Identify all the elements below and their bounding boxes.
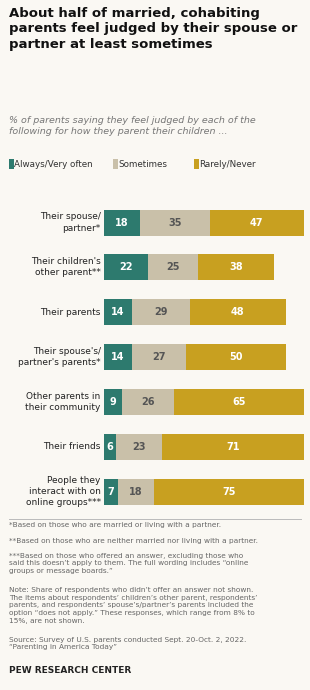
Text: 38: 38: [229, 262, 243, 273]
Text: 75: 75: [222, 486, 236, 497]
Text: 14: 14: [111, 352, 125, 362]
Bar: [122, 389, 174, 415]
Text: 48: 48: [231, 307, 245, 317]
Text: Rarely/Never: Rarely/Never: [199, 159, 255, 169]
Text: 65: 65: [232, 397, 246, 407]
Bar: [210, 210, 304, 235]
Text: ***Based on those who offered an answer, excluding those who
said this doesn’t a: ***Based on those who offered an answer,…: [9, 553, 249, 574]
Text: 27: 27: [152, 352, 166, 362]
Bar: [186, 344, 286, 370]
Text: 6: 6: [106, 442, 113, 452]
Bar: [116, 434, 162, 460]
Text: 7: 7: [108, 486, 114, 497]
Text: Always/Very often: Always/Very often: [14, 159, 93, 169]
Text: % of parents saying they feel judged by each of the
following for how they paren: % of parents saying they feel judged by …: [9, 116, 256, 136]
Text: 71: 71: [226, 442, 240, 452]
Text: 26: 26: [141, 397, 155, 407]
Text: Their children's
other parent**: Their children's other parent**: [31, 257, 101, 277]
Bar: [104, 389, 122, 415]
Text: 47: 47: [250, 217, 264, 228]
Text: Sometimes: Sometimes: [118, 159, 167, 169]
Text: People they
interact with on
online groups***: People they interact with on online grou…: [26, 476, 101, 507]
Bar: [104, 255, 148, 280]
Text: 22: 22: [119, 262, 133, 273]
Text: 25: 25: [166, 262, 179, 273]
Text: 50: 50: [229, 352, 242, 362]
Text: 35: 35: [168, 217, 182, 228]
Text: About half of married, cohabiting
parents feel judged by their spouse or
partner: About half of married, cohabiting parent…: [9, 7, 298, 51]
Bar: [190, 299, 286, 325]
Bar: [148, 255, 198, 280]
Text: *Based on those who are married or living with a partner.: *Based on those who are married or livin…: [9, 522, 221, 529]
Text: Other parents in
their community: Other parents in their community: [25, 392, 101, 412]
Bar: [154, 479, 304, 504]
Bar: [104, 344, 132, 370]
Text: 14: 14: [111, 307, 125, 317]
Bar: [174, 389, 304, 415]
Text: PEW RESEARCH CENTER: PEW RESEARCH CENTER: [9, 666, 131, 675]
Bar: [118, 479, 154, 504]
Text: Their spouse/
partner*: Their spouse/ partner*: [40, 213, 101, 233]
Bar: [104, 210, 140, 235]
Text: 29: 29: [154, 307, 168, 317]
Bar: [198, 255, 274, 280]
Text: Source: Survey of U.S. parents conducted Sept. 20-Oct. 2, 2022.
“Parenting in Am: Source: Survey of U.S. parents conducted…: [9, 637, 247, 651]
Text: Note: Share of respondents who didn’t offer an answer not shown.
The items about: Note: Share of respondents who didn’t of…: [9, 587, 258, 624]
Bar: [162, 434, 304, 460]
Bar: [104, 434, 116, 460]
Bar: [104, 479, 118, 504]
Text: **Based on those who are neither married nor living with a partner.: **Based on those who are neither married…: [9, 538, 258, 544]
Text: Their spouse's/
partner's parents*: Their spouse's/ partner's parents*: [18, 347, 101, 367]
Text: 23: 23: [132, 442, 146, 452]
Text: 18: 18: [115, 217, 129, 228]
Text: 9: 9: [109, 397, 116, 407]
Text: 18: 18: [129, 486, 143, 497]
Text: Their friends: Their friends: [43, 442, 101, 451]
Bar: [132, 344, 186, 370]
Bar: [104, 299, 132, 325]
Text: Their parents: Their parents: [40, 308, 101, 317]
Bar: [140, 210, 210, 235]
Bar: [132, 299, 190, 325]
